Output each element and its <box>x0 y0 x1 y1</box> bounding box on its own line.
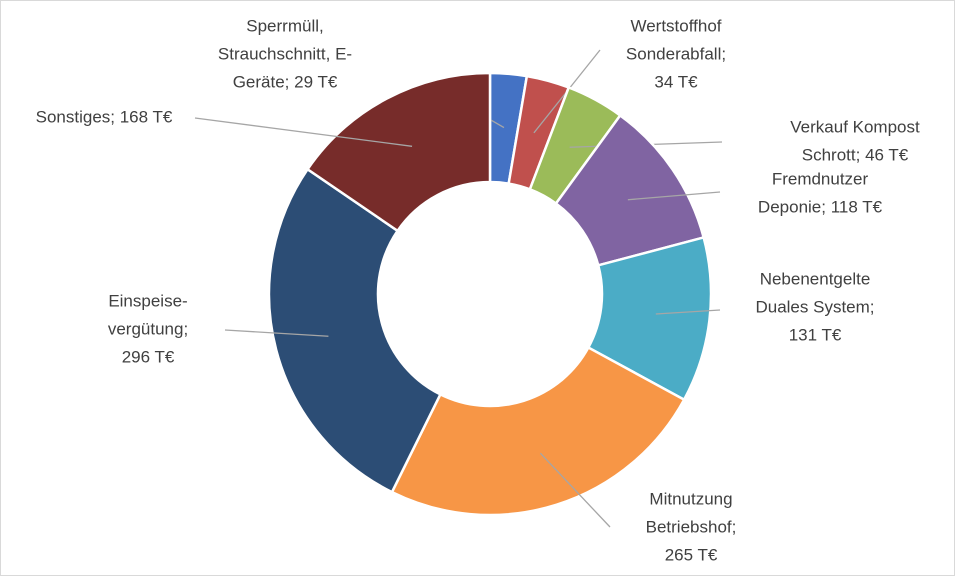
data-label: Verkauf Kompost <box>790 117 920 136</box>
data-label: Geräte; 29 T€ <box>233 72 338 91</box>
data-label: Nebenentgelte <box>760 269 871 288</box>
leader-line <box>224 329 329 337</box>
data-label: Sperrmüll, <box>246 16 323 35</box>
donut-segment <box>267 167 442 494</box>
data-label: Sonderabfall; <box>626 44 726 63</box>
data-label: 131 T€ <box>789 325 842 344</box>
data-label: Wertstoffhof <box>630 16 721 35</box>
leader-line <box>627 191 721 201</box>
data-label: 265 T€ <box>665 545 718 564</box>
leader-line <box>655 309 721 315</box>
data-label: Mitnutzung <box>649 489 732 508</box>
data-label: 296 T€ <box>122 347 175 366</box>
data-label: 34 T€ <box>654 72 698 91</box>
data-label: vergütung; <box>108 319 188 338</box>
data-label: Strauchschnitt, E- <box>218 44 352 63</box>
data-label: Sonstiges; 168 T€ <box>36 107 173 126</box>
leader-line <box>539 452 611 528</box>
data-label: Betriebshof; <box>646 517 737 536</box>
leader-line <box>194 117 413 147</box>
donut-segment <box>390 345 686 517</box>
data-label: Deponie; 118 T€ <box>758 197 883 216</box>
data-label: Schrott; 46 T€ <box>802 145 909 164</box>
data-label: Einspeise- <box>108 291 187 310</box>
donut-segment <box>305 71 492 233</box>
data-label: Fremdnutzer <box>772 169 869 188</box>
data-label: Duales System; <box>755 297 874 316</box>
